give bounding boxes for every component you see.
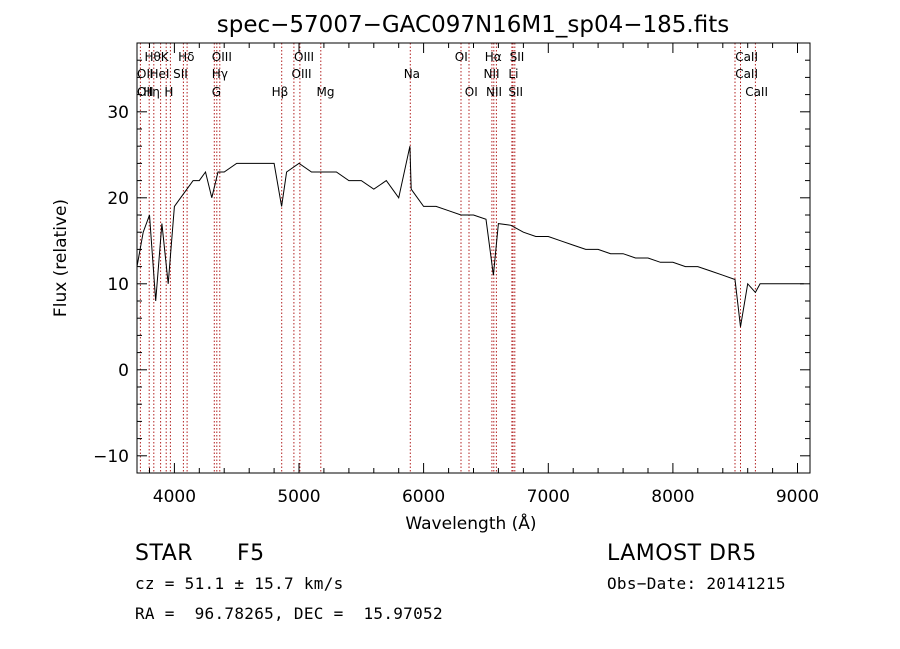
marker-label: OI bbox=[465, 85, 478, 99]
survey-label: LAMOST DR5 bbox=[607, 541, 757, 566]
marker-label: Mg bbox=[317, 85, 335, 99]
marker-label: Hθ bbox=[145, 50, 161, 64]
chart-title: spec−57007−GAC097N16M1_sp04−185.fits bbox=[217, 12, 729, 38]
marker-label: NII bbox=[484, 67, 500, 81]
marker-label: HeI bbox=[150, 67, 170, 81]
marker-label: Hβ bbox=[272, 85, 289, 99]
x-axis: 4000 5000 6000 7000 8000 9000 bbox=[149, 43, 819, 507]
marker-label: H bbox=[164, 85, 173, 99]
marker-label: CaII bbox=[735, 50, 758, 64]
marker-label: OIII bbox=[212, 50, 232, 64]
marker-label: CaII bbox=[745, 85, 768, 99]
marker-label: Hη bbox=[143, 85, 160, 99]
x-tick-label: 8000 bbox=[651, 487, 694, 507]
marker-label: NII bbox=[486, 85, 502, 99]
obs-date: Obs−Date: 20141215 bbox=[607, 574, 786, 593]
marker-label: OIII bbox=[294, 50, 314, 64]
marker-label: G bbox=[212, 85, 221, 99]
marker-label: OIII bbox=[292, 67, 312, 81]
y-axis-label: Flux (relative) bbox=[51, 199, 71, 317]
x-tick-label: 5000 bbox=[277, 487, 320, 507]
subclass: F5 bbox=[237, 541, 265, 566]
x-tick-label: 7000 bbox=[527, 487, 570, 507]
y-tick-label: 0 bbox=[118, 361, 129, 381]
marker-label: Hγ bbox=[212, 67, 228, 81]
spectrum-line bbox=[136, 146, 804, 327]
marker-label: SII bbox=[510, 50, 525, 64]
plot-frame bbox=[136, 42, 811, 474]
coordinates: RA = 96.78265, DEC = 15.97052 bbox=[135, 604, 443, 623]
y-tick-label: −10 bbox=[93, 447, 129, 467]
y-tick-label: 30 bbox=[107, 103, 129, 123]
marker-label: CaII bbox=[735, 67, 758, 81]
marker-label: SII bbox=[173, 67, 188, 81]
marker-label: Hα bbox=[485, 50, 502, 64]
x-tick-label: 6000 bbox=[402, 487, 445, 507]
y-tick-label: 10 bbox=[107, 275, 129, 295]
marker-label: SII bbox=[508, 85, 523, 99]
x-tick-label: 4000 bbox=[153, 487, 196, 507]
marker-label: Li bbox=[508, 67, 518, 81]
marker-label: OII bbox=[137, 85, 154, 99]
x-tick-label: 9000 bbox=[776, 487, 819, 507]
marker-label: K bbox=[161, 50, 170, 64]
marker-label: OI bbox=[455, 50, 468, 64]
x-axis-label: Wavelength (Å) bbox=[405, 512, 536, 534]
marker-label: Na bbox=[404, 67, 420, 81]
redshift-text: cz = 51.1 ± 15.7 km/s bbox=[135, 574, 344, 593]
marker-label: Hδ bbox=[178, 50, 194, 64]
y-tick-label: 20 bbox=[107, 189, 129, 209]
y-axis: −10 0 10 20 30 bbox=[93, 59, 810, 467]
object-class: STAR bbox=[135, 541, 194, 566]
marker-lines bbox=[139, 43, 756, 473]
